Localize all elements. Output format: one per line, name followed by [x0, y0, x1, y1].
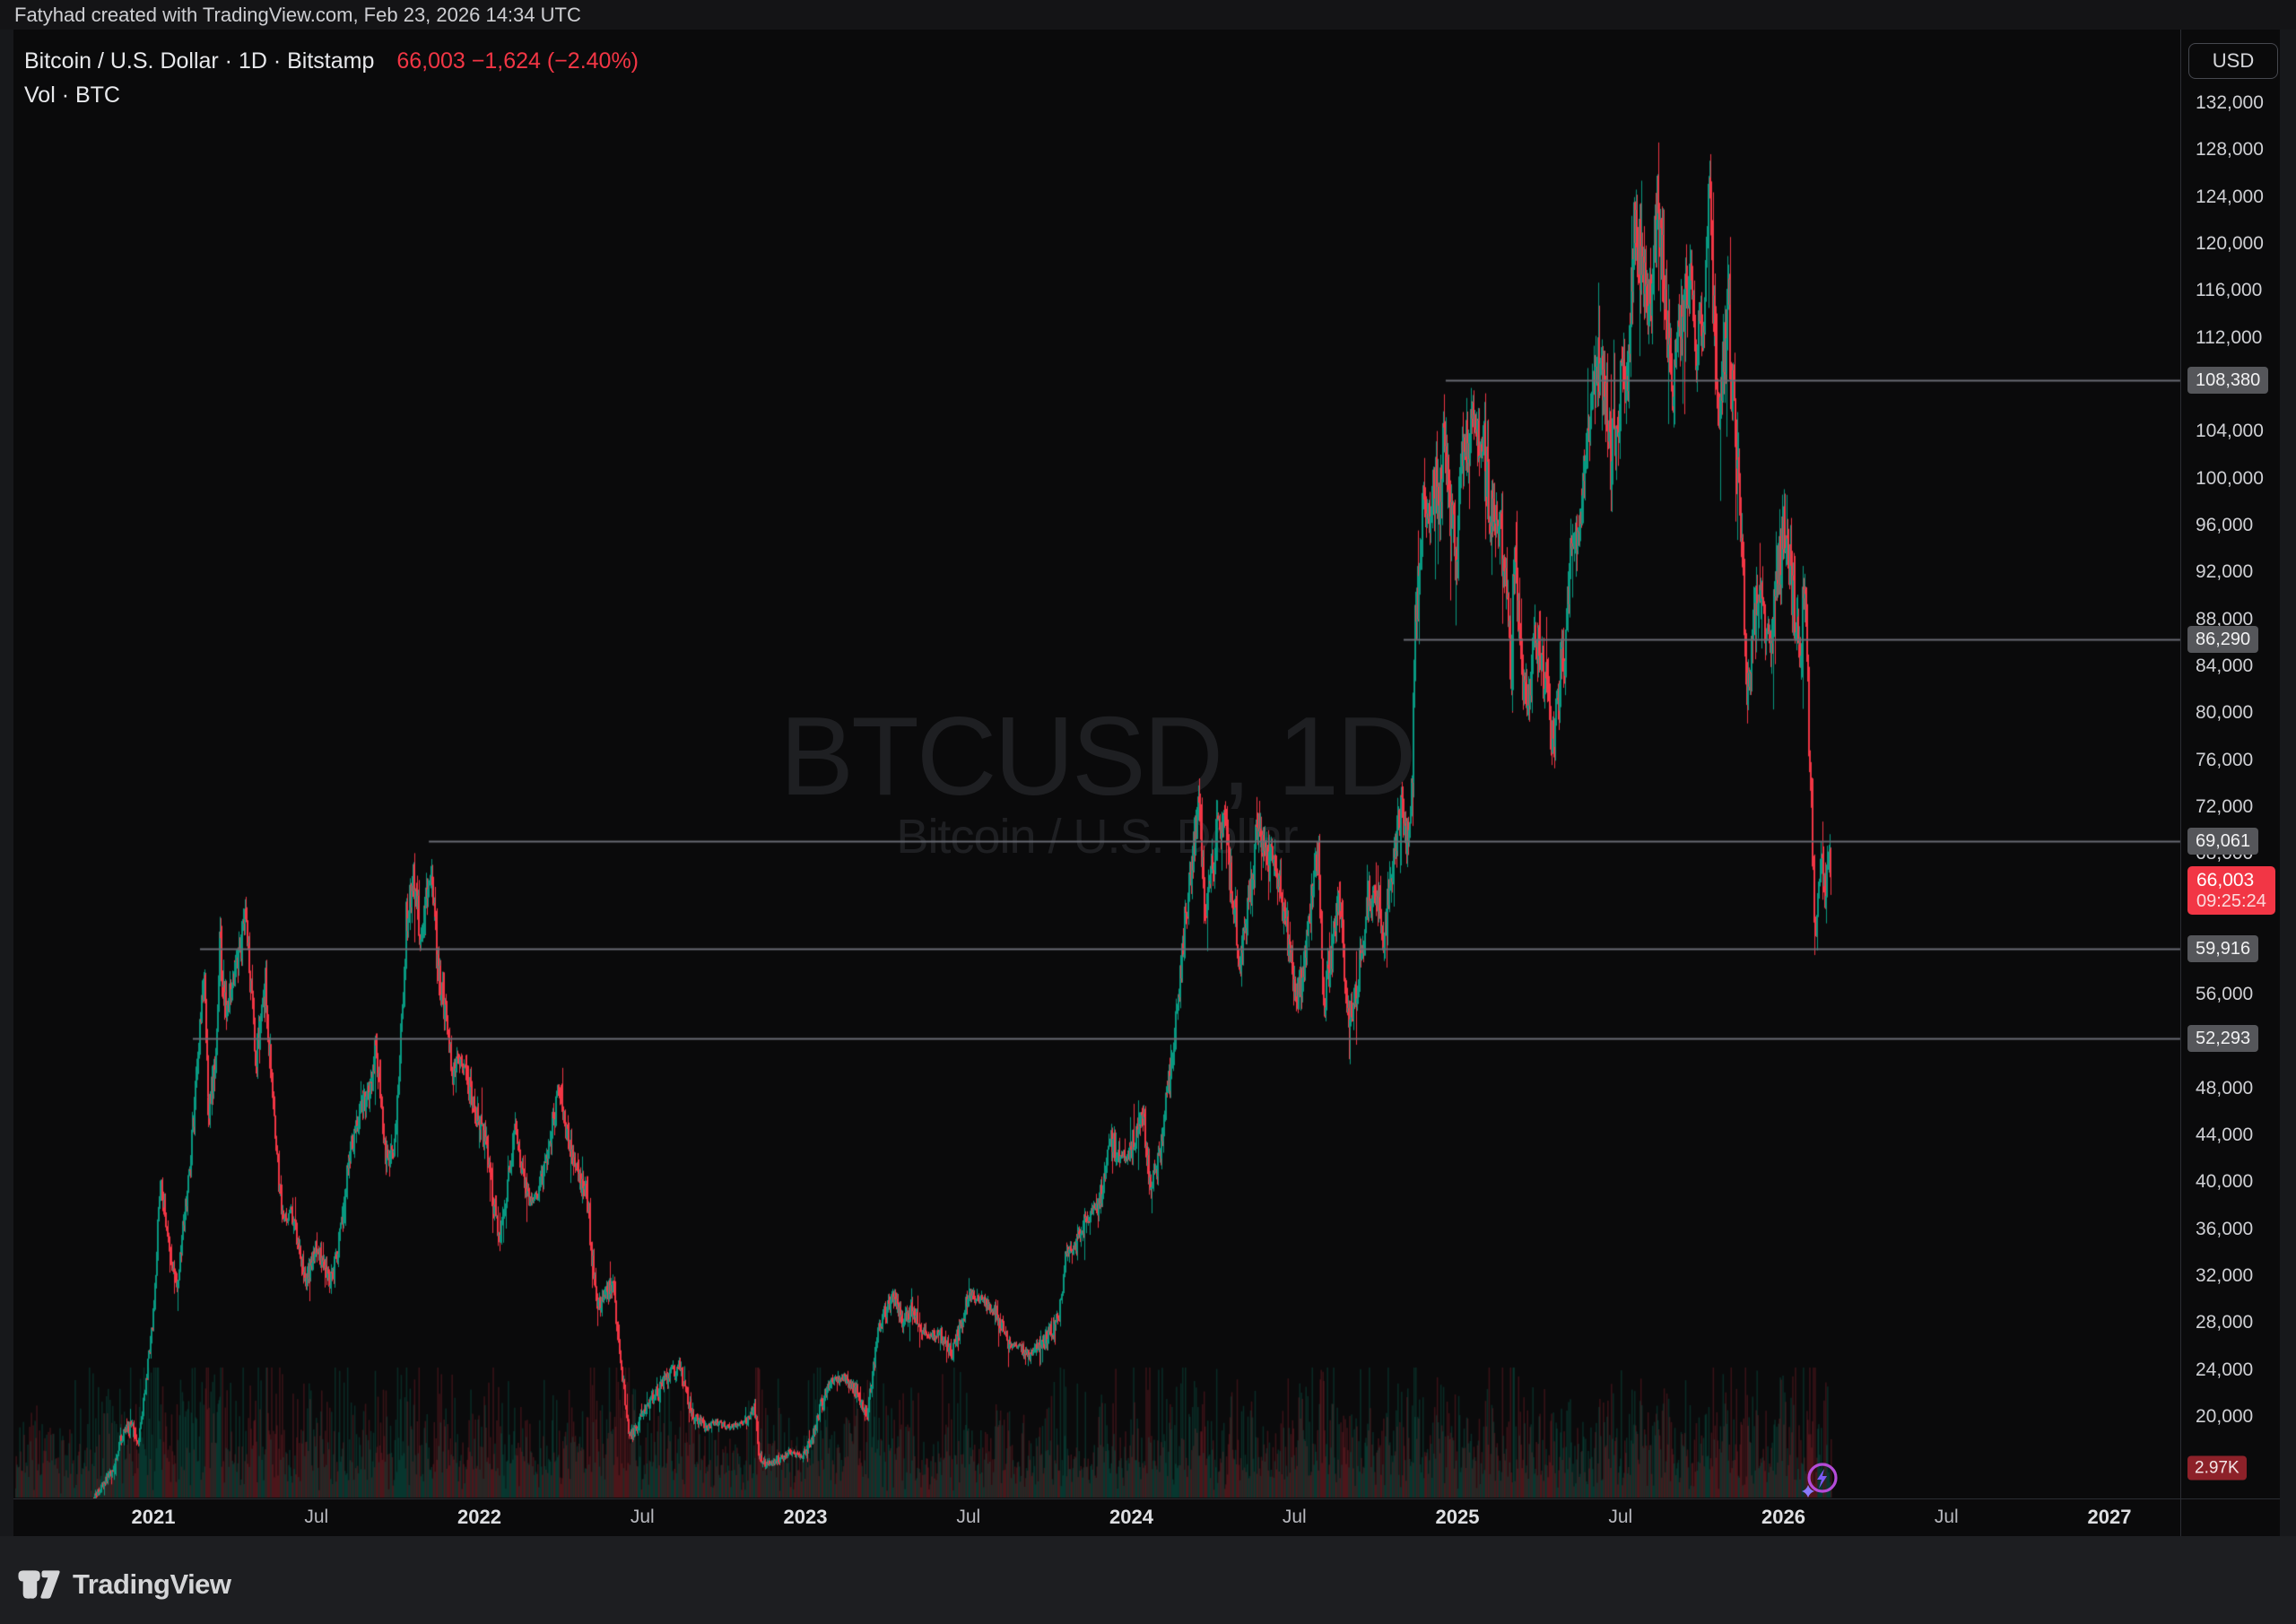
last-price-label: 66,003 09:25:24: [2187, 866, 2275, 915]
time-axis-year-label: 2024: [1109, 1506, 1153, 1528]
price-level-label: 86,290: [2187, 625, 2259, 653]
price-axis-tick: 92,000: [2196, 561, 2254, 583]
price-axis-tick: 112,000: [2196, 326, 2263, 348]
time-axis-month-label: Jul: [1608, 1507, 1633, 1527]
time-axis-year-label: 2025: [1435, 1506, 1480, 1528]
price-axis-tick: 128,000: [2196, 139, 2264, 161]
legend-symbol-text[interactable]: Bitcoin / U.S. Dollar · 1D · Bitstamp: [24, 48, 375, 74]
chart-legend: Bitcoin / U.S. Dollar · 1D · Bitstamp 66…: [24, 48, 639, 109]
price-axis-tick: 88,000: [2196, 608, 2254, 630]
bar-countdown: 09:25:24: [2196, 891, 2266, 911]
time-axis-month-label: Jul: [630, 1507, 655, 1527]
price-axis-tick: 116,000: [2196, 280, 2263, 301]
time-axis-month-label: Jul: [956, 1507, 981, 1527]
legend-symbol-row[interactable]: Bitcoin / U.S. Dollar · 1D · Bitstamp 66…: [24, 48, 639, 74]
price-axis-separator: [2180, 30, 2181, 1536]
price-level-label: 59,916: [2187, 934, 2259, 962]
legend-volume-row[interactable]: Vol · BTC: [24, 83, 639, 109]
time-axis-year-label: 2027: [2087, 1506, 2132, 1528]
price-level-label: 69,061: [2187, 828, 2259, 855]
price-axis-tick: 44,000: [2196, 1125, 2254, 1146]
price-axis-tick: 28,000: [2196, 1312, 2254, 1333]
time-axis-year-label: 2023: [783, 1506, 828, 1528]
time-axis-month-label: Jul: [304, 1507, 329, 1527]
price-level-label: 108,380: [2187, 367, 2269, 394]
price-axis-tick: 36,000: [2196, 1218, 2254, 1239]
price-axis-tick: 48,000: [2196, 1077, 2254, 1099]
price-axis-tick: 80,000: [2196, 702, 2254, 724]
currency-toggle-button[interactable]: USD: [2188, 43, 2278, 79]
time-axis-month-label: Jul: [1282, 1507, 1307, 1527]
time-axis-separator: [13, 1498, 2280, 1499]
price-axis-tick: 100,000: [2196, 467, 2264, 489]
time-axis-year-label: 2022: [457, 1506, 501, 1528]
price-axis-tick: 56,000: [2196, 984, 2254, 1005]
attribution-text: Fatyhad created with TradingView.com, Fe…: [14, 4, 581, 26]
price-level-label: 52,293: [2187, 1024, 2259, 1052]
legend-volume-text[interactable]: Vol · BTC: [24, 83, 120, 108]
price-axis-tick: 104,000: [2196, 421, 2264, 442]
tradingview-brand-text: TradingView: [73, 1568, 231, 1600]
time-axis-year-label: 2021: [131, 1506, 176, 1528]
legend-price-change: 66,003 −1,624 (−2.40%): [396, 48, 639, 74]
price-axis-tick: 124,000: [2196, 186, 2264, 207]
price-axis-tick: 120,000: [2196, 233, 2264, 254]
attribution-bar: Fatyhad created with TradingView.com, Fe…: [0, 0, 2296, 30]
time-axis-year-label: 2026: [1761, 1506, 1805, 1528]
price-axis-tick: 40,000: [2196, 1171, 2254, 1193]
lightning-bolt-icon: [1817, 1469, 1827, 1489]
price-axis-tick: 84,000: [2196, 655, 2254, 676]
tradingview-logo-icon: [18, 1570, 60, 1599]
sparkle-icon: [1802, 1485, 1814, 1498]
volume-value-label: 2.97K: [2187, 1455, 2247, 1481]
price-axis-tick: 72,000: [2196, 795, 2254, 817]
last-price-value: 66,003: [2196, 870, 2255, 890]
price-axis-tick: 24,000: [2196, 1359, 2254, 1380]
footer-bar: TradingView: [0, 1536, 2296, 1624]
price-axis-tick: 20,000: [2196, 1406, 2254, 1427]
tradingview-brand[interactable]: TradingView: [15, 1565, 231, 1604]
price-axis-tick: 32,000: [2196, 1265, 2254, 1286]
price-axis-tick: 132,000: [2196, 92, 2264, 113]
price-axis-tick: 96,000: [2196, 514, 2254, 535]
time-axis-month-label: Jul: [1934, 1507, 1959, 1527]
event-circle: [1807, 1463, 1838, 1493]
price-axis-tick: 76,000: [2196, 749, 2254, 770]
event-lightning-icon[interactable]: [1797, 1458, 1844, 1501]
